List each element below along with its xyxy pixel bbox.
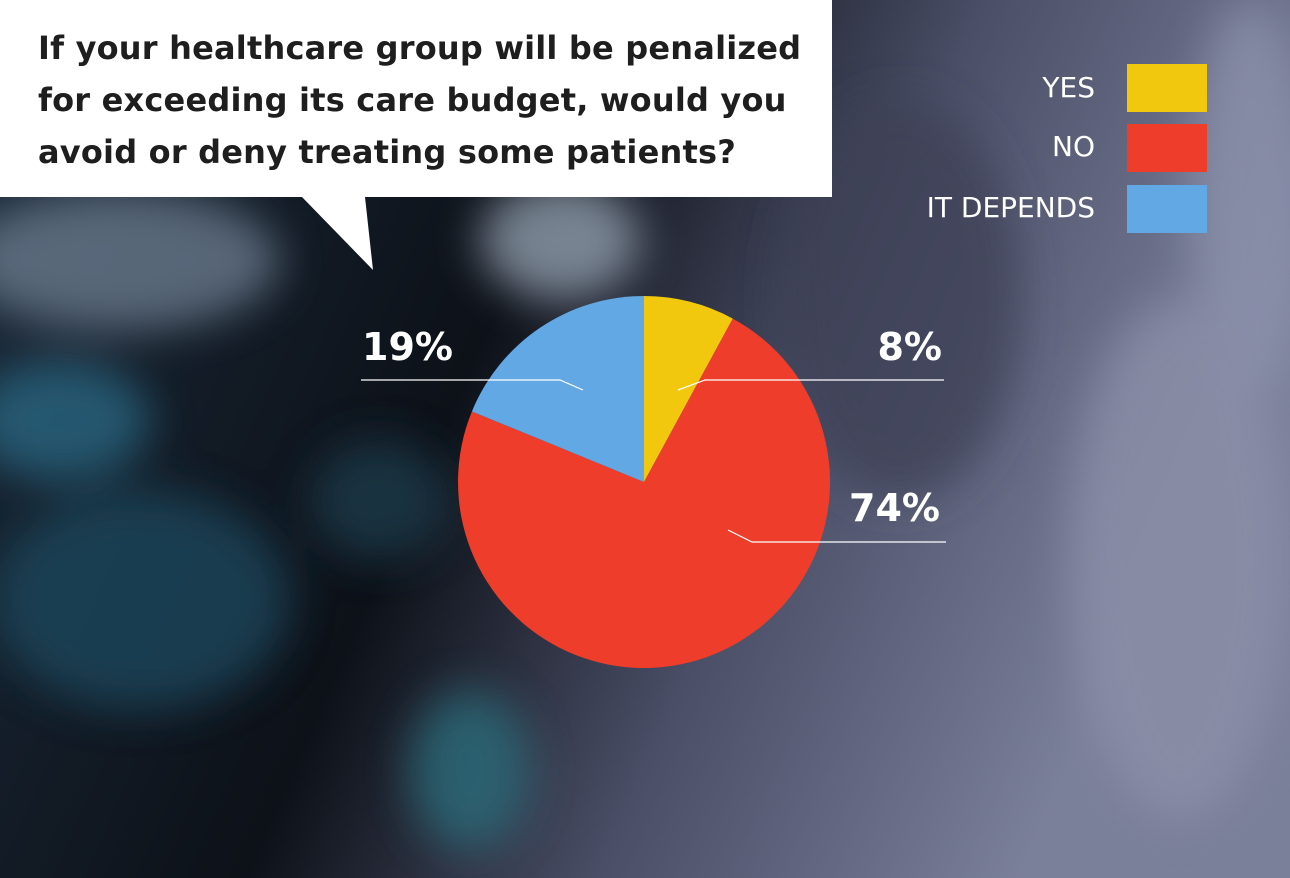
pie-slice-depends — [471, 296, 644, 482]
legend-label-depends: IT DEPENDS — [926, 191, 1095, 224]
legend-swatch-depends — [1127, 185, 1207, 233]
leader-line-no — [727, 529, 946, 543]
legend-label-no: NO — [1052, 130, 1095, 163]
legend-swatch-yes — [1127, 64, 1207, 112]
pie-label-yes: 8% — [877, 325, 942, 369]
question-text: If your healthcare group will be penaliz… — [38, 29, 802, 171]
leader-line-yes — [677, 379, 944, 391]
pie-slice-yes — [644, 296, 733, 482]
pie-label-depends: 19% — [362, 325, 453, 369]
pie-slice-no — [458, 318, 831, 668]
legend-label-yes: YES — [1042, 71, 1095, 104]
legend-swatch-no — [1127, 124, 1207, 172]
pie-label-no: 74% — [849, 486, 940, 530]
leader-line-depends — [361, 379, 584, 391]
